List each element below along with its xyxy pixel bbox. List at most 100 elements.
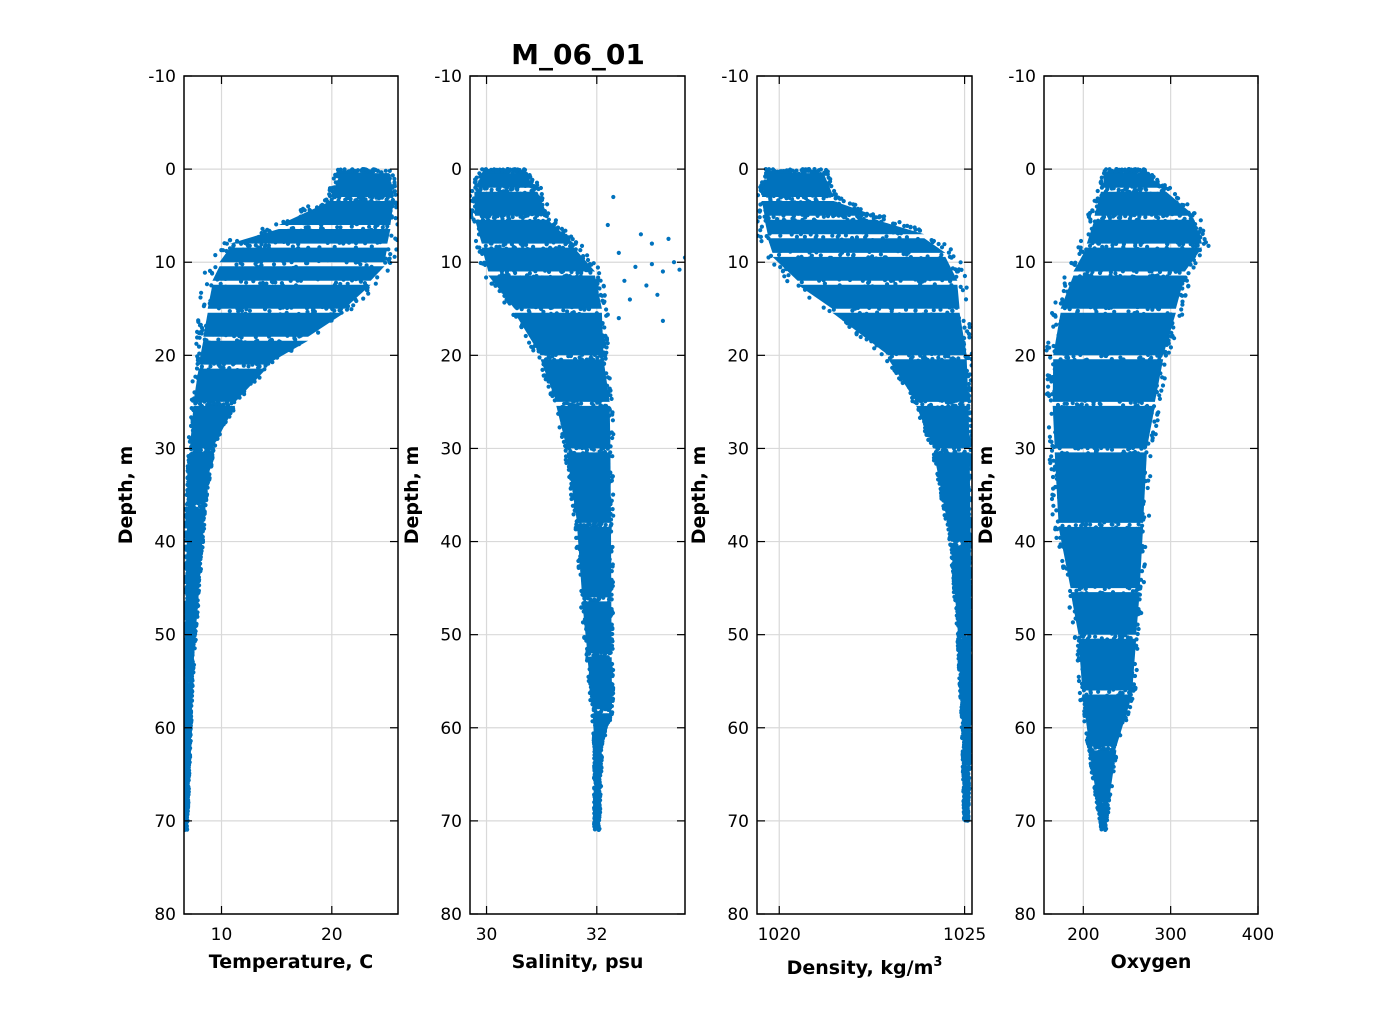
data-point [367,169,373,174]
data-point [390,173,395,178]
data-point [539,192,544,197]
data-point [596,275,601,280]
data-point [546,384,551,389]
data-point [575,270,580,276]
point-cloud-core [184,592,199,682]
data-point [557,425,562,430]
data-point [219,248,224,253]
data-point [373,281,378,286]
data-point [227,238,232,243]
data-point [199,290,204,295]
data-point [349,224,354,229]
data-point [595,355,600,360]
data-point [582,596,587,601]
data-point [383,168,388,173]
data-point [392,189,397,194]
point-cloud-core [203,312,345,337]
data-point [563,454,569,459]
data-point [184,506,189,511]
data-point [261,281,266,286]
data-point [604,307,609,312]
data-point [610,610,616,616]
data-point [610,435,615,441]
data-point [530,188,535,193]
data-point [393,236,398,241]
data-point [540,367,545,372]
data-point [257,364,262,369]
data-point [576,558,581,564]
y-tick-label: 50 [154,626,176,646]
data-point [602,293,607,298]
x-tick-label: 10 [211,925,233,945]
data-point [575,402,581,407]
point-cloud-core [212,266,385,281]
data-point [343,197,348,202]
data-point [610,474,615,479]
data-point [580,620,586,625]
data-point [483,243,488,248]
data-point [474,175,479,180]
data-point [375,168,380,173]
data-point [187,587,192,592]
data-point [526,308,531,313]
data-point [573,527,578,532]
y-tick-label: 20 [154,346,176,366]
data-point [598,292,603,298]
data-point [199,325,205,330]
data-point [264,281,269,286]
data-point [360,169,365,174]
data-point [271,262,277,267]
data-point [329,186,334,191]
data-point [393,200,398,205]
data-point [338,225,343,230]
data-point [471,217,476,222]
point-cloud-core [193,368,267,402]
data-point [588,355,594,360]
data-point [579,243,585,248]
data-point [375,275,380,280]
point-cloud-core [330,173,394,197]
data-point [198,330,203,335]
data-point [253,243,258,248]
y-axis-label: Depth, m [115,446,137,545]
data-point [208,364,213,369]
data-point [591,522,596,527]
data-point [335,171,341,176]
data-point [605,341,610,346]
data-point [392,254,397,259]
y-tick-label: 40 [154,533,176,553]
data-point [510,186,515,191]
point-cloud-core [207,284,371,309]
data-point [260,226,265,231]
data-point [231,243,236,248]
data-point [602,653,607,658]
data-point [591,261,596,266]
data-point [392,184,397,189]
data-point [603,356,608,361]
point-cloud-core [184,685,193,775]
data-point [563,448,568,453]
data-point [394,205,398,210]
data-point [213,253,218,258]
y-tick-label: -10 [148,67,176,87]
x-axis-label: Temperature, C [209,951,373,973]
data-point [216,337,221,342]
data-point [597,286,602,291]
data-point [204,449,209,454]
data-point [217,401,222,407]
x-tick-label: 20 [321,925,343,945]
data-point [335,225,340,230]
data-point [361,296,366,301]
data-point [222,241,227,246]
data-point [602,325,607,330]
data-point [332,308,337,313]
data-point [608,388,613,393]
data-point [209,270,215,275]
data-point [329,197,334,202]
data-point [376,196,382,201]
data-point [510,214,515,220]
data-point [306,204,311,209]
data-point [302,208,307,213]
